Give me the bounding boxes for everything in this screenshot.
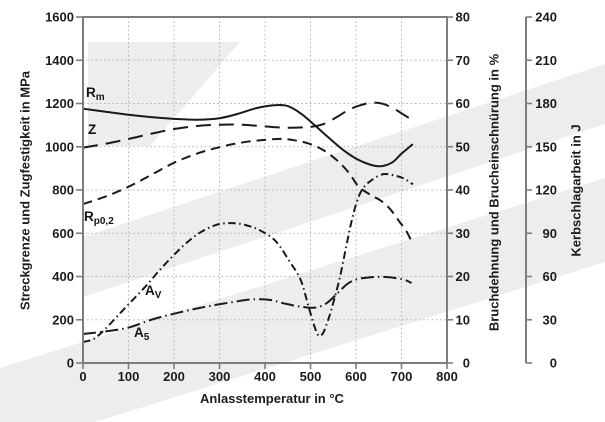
- tick-label-joule: 90: [543, 226, 557, 241]
- tick-label-left: 400: [52, 269, 74, 284]
- watermark-band: [83, 64, 605, 297]
- tick-label-x: 800: [436, 369, 458, 384]
- tick-label-left: 1600: [45, 10, 74, 25]
- tick-label-joule: 210: [535, 53, 557, 68]
- tick-label-left: 1200: [45, 96, 74, 111]
- tick-label-x: 0: [79, 369, 86, 384]
- tick-label-percent: 10: [456, 312, 470, 327]
- curve-A5: [82, 275, 412, 336]
- curve-label-AV-main: A: [145, 283, 155, 298]
- tick-label-joule: 60: [543, 269, 557, 284]
- curve-label-AV-sub: V: [154, 290, 162, 301]
- tick-label-x: 200: [163, 369, 185, 384]
- tick-label-joule: 240: [535, 10, 557, 25]
- tick-label-percent: 0: [463, 356, 470, 371]
- tick-label-left: 1400: [45, 53, 74, 68]
- y-axis-left-title: Streckgrenze und Zugfestigkeit in MPa: [17, 70, 33, 311]
- tick-label-left: 200: [52, 312, 74, 327]
- tick-label-x: 600: [345, 369, 367, 384]
- curve-label-Rp02-sub: p0,2: [93, 216, 114, 227]
- tick-label-percent: 60: [456, 96, 470, 111]
- curve-AV: [82, 172, 414, 344]
- tick-label-x: 400: [254, 369, 276, 384]
- tick-label-percent: 20: [456, 269, 470, 284]
- tick-label-joule: 30: [543, 312, 557, 327]
- curve-label-A5: A5: [134, 325, 149, 343]
- curve-label-A5-sub: 5: [143, 332, 150, 343]
- tick-label-joule: 120: [535, 183, 557, 198]
- curve-label-A5-main: A: [134, 325, 144, 340]
- tick-label-percent: 30: [456, 226, 470, 241]
- tick-label-left: 0: [67, 356, 74, 371]
- curve-Z: [82, 101, 413, 149]
- watermark-band: [88, 42, 240, 146]
- tick-label-joule: 180: [535, 96, 557, 111]
- curve-label-Rm-main: R: [86, 85, 96, 100]
- x-axis-title: Anlasstemperatur in °C: [200, 391, 344, 406]
- y-axis-percent-title: Bruchdehnung und Brucheinschnürung in %: [486, 53, 502, 332]
- y-axis-joule-title: Kerbschlagarbeit in J: [568, 124, 584, 257]
- curve-label-Z: Z: [88, 122, 96, 140]
- curve-label-Rp02-main: R: [84, 209, 94, 224]
- tick-label-left: 600: [52, 226, 74, 241]
- tick-label-percent: 70: [456, 53, 470, 68]
- tick-label-percent: 80: [456, 10, 470, 25]
- curve-Rp02: [82, 137, 412, 240]
- tick-label-x: 100: [118, 369, 140, 384]
- tick-label-joule: 0: [550, 356, 557, 371]
- curve-label-Rm-sub: m: [95, 92, 105, 103]
- curve-label-Rm: Rm: [86, 85, 105, 103]
- curve-label-AV: AV: [145, 283, 161, 301]
- curve-label-Rp02: Rp0,2: [84, 209, 114, 227]
- tick-label-percent: 50: [456, 139, 470, 154]
- tick-label-x: 700: [391, 369, 413, 384]
- curve-Rm: [82, 103, 414, 168]
- tick-label-x: 300: [209, 369, 231, 384]
- tick-label-x: 500: [300, 369, 322, 384]
- tick-label-percent: 40: [456, 183, 470, 198]
- tick-label-left: 800: [52, 183, 74, 198]
- tick-label-joule: 150: [535, 139, 557, 154]
- watermark-band: [0, 178, 605, 422]
- tick-label-left: 1000: [45, 139, 74, 154]
- curve-label-Z-main: Z: [88, 122, 97, 137]
